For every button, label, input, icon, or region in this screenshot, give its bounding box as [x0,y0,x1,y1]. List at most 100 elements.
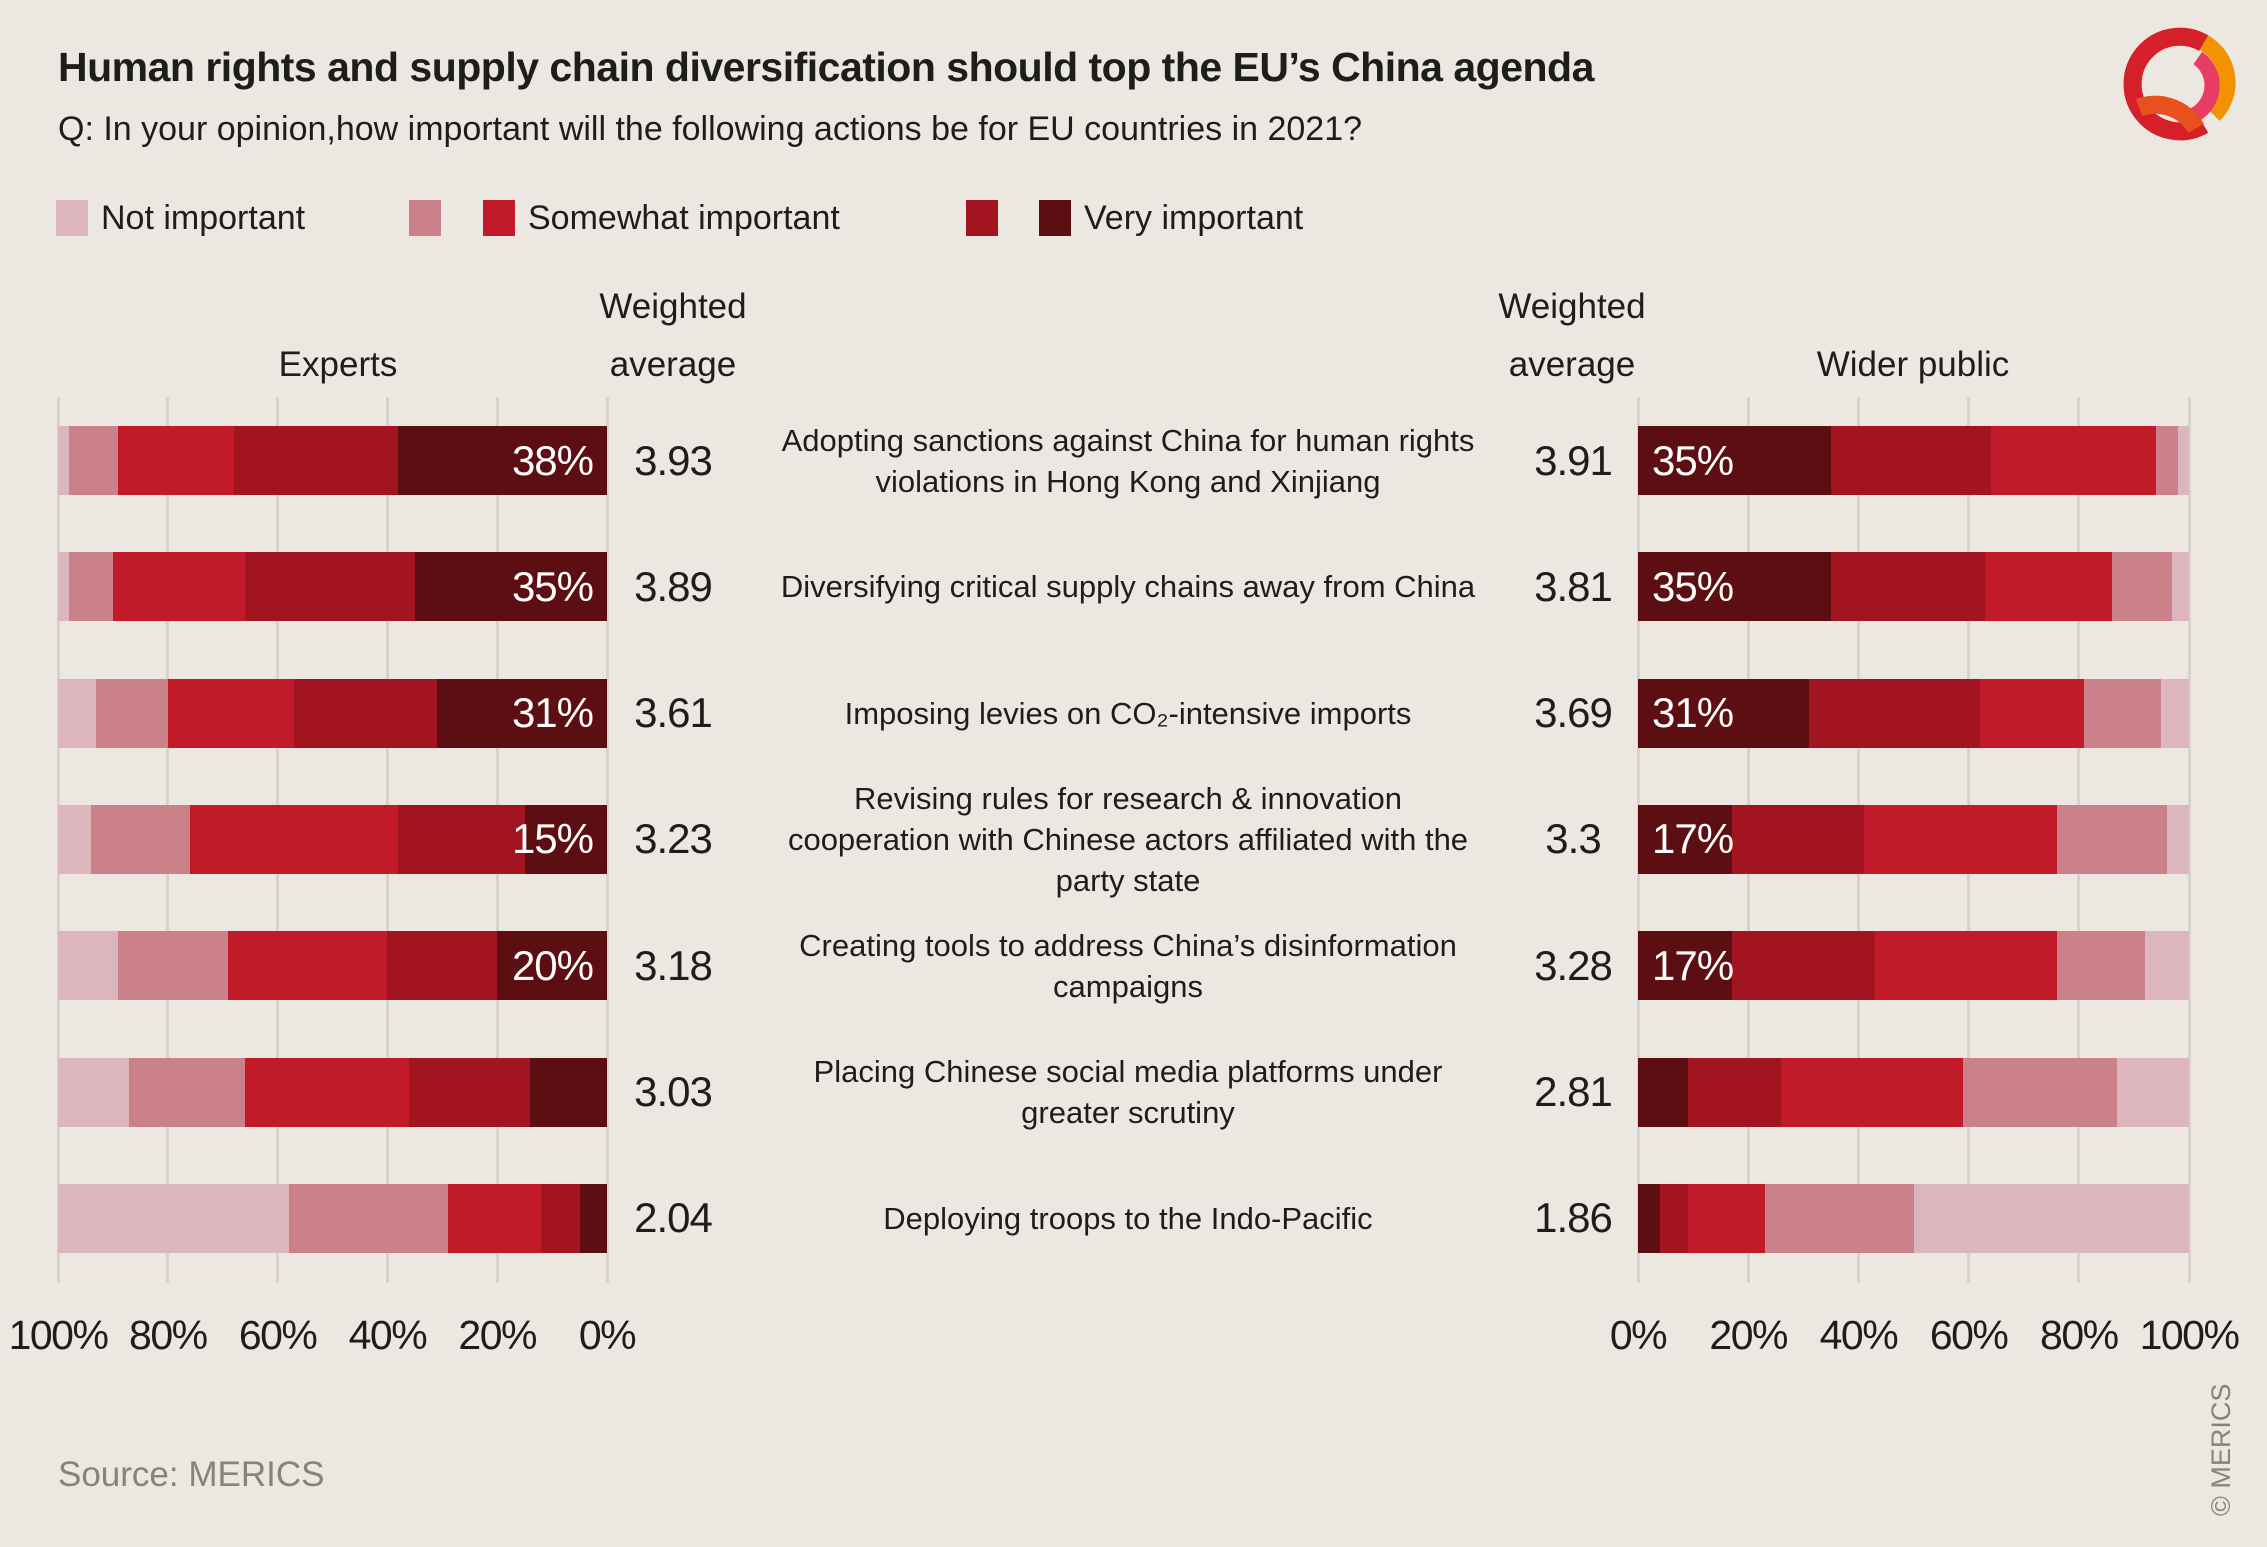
public-weighted-average: 3.81 [1534,562,1613,610]
experts-segment-2 [96,678,168,748]
axis-tick-public: 40% [1819,1312,1899,1358]
experts-very-important-label: 38% [511,436,594,484]
experts-segment-2 [288,1183,448,1253]
public-segment-5 [1638,804,1732,874]
public-segment-1 [2144,931,2189,1001]
public-segment-4 [1830,426,1991,495]
experts-segment-1 [58,426,69,495]
public-segment-2 [1764,1183,1914,1253]
axis-tick-experts: 100% [8,1312,109,1358]
action-label: Creating tools to address China’s disinf… [799,927,1457,1004]
experts-weighted-average: 3.61 [634,689,713,737]
action-label: Deploying troops to the Indo-Pacific [883,1200,1373,1236]
wider-public-bar: 35% [1638,552,2189,622]
experts-segment-1 [58,678,97,748]
action-label: Revising rules for research & innovation… [787,780,1469,898]
axis-tick-public: 60% [1929,1312,2009,1358]
public-segment-5 [1638,678,1809,748]
axis-tick-experts: 0% [578,1312,637,1358]
public-segment-4 [1687,1057,1782,1127]
experts-very-important-label: 35% [511,562,594,610]
experts-bar [58,1057,608,1127]
experts-bar: 35% [58,552,608,622]
action-label: Imposing levies on CO₂-intensive imports [844,695,1412,731]
action-label: Diversifying critical supply chains away… [780,569,1476,605]
experts-segment-5 [414,552,608,622]
experts-segment-5 [579,1183,607,1253]
public-very-important-label: 35% [1652,436,1734,484]
experts-weighted-average: 3.03 [634,1068,713,1115]
axis-tick-public: 0% [1609,1312,1668,1358]
public-segment-4 [1830,552,1986,622]
public-weighted-average: 3.28 [1534,941,1613,989]
public-segment-2 [2056,804,2167,874]
experts-segment-2 [118,931,229,1001]
experts-segment-3 [112,552,245,622]
legend-swatch-icon [56,200,88,236]
public-segment-2 [2155,426,2178,495]
public-segment-1 [1913,1183,2189,1253]
public-segment-5 [1638,426,1831,495]
experts-segment-4 [387,931,498,1001]
experts-bar: 20% [58,931,607,1001]
legend-swatch-icon [483,200,515,236]
experts-segment-3 [189,804,399,874]
legend-item-1: Not important [56,198,306,237]
experts-bar: 38% [58,426,608,495]
public-segment-3 [1985,552,2112,622]
public-segment-2 [2056,931,2145,1001]
experts-segment-4 [294,678,437,748]
public-segment-4 [1731,804,1864,874]
logo-red-arc [2123,27,2209,141]
experts-very-important-label: 31% [511,689,594,737]
public-segment-1 [2161,678,2189,748]
experts-segment-2 [129,1057,245,1127]
experts-segment-4 [409,1057,531,1127]
experts-weighted-average: 3.89 [634,562,713,610]
public-weighted-average: 3.3 [1545,815,1601,863]
legend-label: Somewhat important [528,198,840,237]
public-segment-3 [1874,931,2057,1001]
experts-segment-1 [58,1057,130,1127]
source-note: Source: MERICS [58,1455,325,1494]
experts-bar: 31% [58,678,607,748]
experts-segment-1 [58,1183,289,1253]
experts-segment-3 [447,1183,542,1253]
experts-segment-1 [58,552,69,622]
wider-public-bar [1638,1057,2189,1127]
public-segment-4 [1660,1183,1688,1253]
experts-segment-2 [90,804,190,874]
public-segment-3 [1863,804,2057,874]
public-very-important-label: 31% [1652,689,1734,737]
legend-item-2 [409,200,441,236]
legend-label: Not important [101,198,306,237]
public-segment-1 [2166,804,2189,874]
public-segment-5 [1638,931,1732,1001]
experts-bar: 15% [58,804,607,874]
column-header-weighted-average-right: Weighted average [1498,287,1646,384]
experts-segment-2 [68,426,119,495]
axis-tick-experts: 60% [238,1312,318,1358]
legend-swatch-icon [966,200,998,236]
public-segment-5 [1638,1183,1661,1253]
public-segment-3 [1979,678,2085,748]
experts-segment-4 [244,552,415,622]
public-segment-3 [1687,1183,1765,1253]
public-segment-5 [1638,552,1831,622]
logo-orange-arc [2190,30,2236,121]
axis-tick-experts: 40% [348,1312,428,1358]
public-segment-2 [2111,552,2173,622]
public-very-important-label: 17% [1652,941,1734,989]
legend-swatch-icon [409,200,441,236]
experts-weighted-average: 2.04 [634,1194,713,1242]
legend-item-5: Very important [1039,199,1303,237]
experts-segment-5 [524,804,607,874]
column-header-wider-public: Wider public [1816,345,2010,384]
copyright-note: © MERICS [2206,1383,2236,1516]
experts-very-important-label: 20% [511,941,594,989]
public-segment-4 [1808,678,1980,748]
experts-segment-3 [167,678,295,748]
public-weighted-average: 1.86 [1534,1194,1613,1242]
public-very-important-label: 17% [1652,815,1734,863]
axis-tick-experts: 80% [129,1312,208,1358]
